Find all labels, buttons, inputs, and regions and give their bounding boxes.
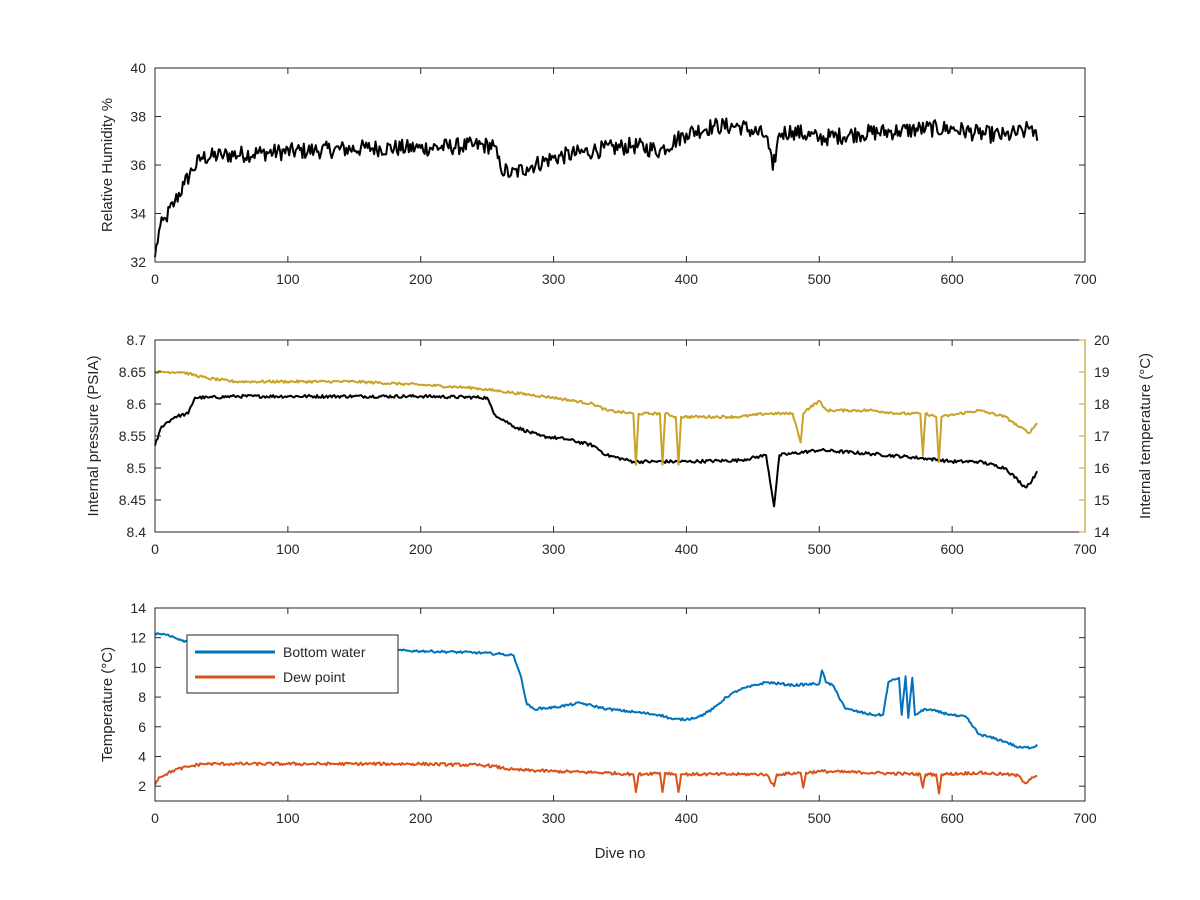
x-tick-label: 500 [808,271,832,287]
x-tick-label: 100 [276,541,300,557]
y-tick-label: 34 [130,206,146,222]
y-tick-label: 8.6 [127,396,147,412]
x-tick-label: 300 [542,810,566,826]
legend: Bottom water Dew point [186,634,399,694]
legend-label: Bottom water [283,644,366,660]
legend-label: Dew point [283,669,345,685]
y-tick-label: 8.55 [119,428,146,444]
series-line-internal-temperature [154,369,1038,466]
panel-humidity [155,68,1085,262]
y-tick-label: 40 [130,60,146,76]
y2-tick-label: 19 [1094,364,1110,380]
y-axis-label: Relative Humidity % [99,98,116,232]
y-tick-label: 8.7 [127,332,147,348]
x-tick-label: 700 [1073,541,1097,557]
y-axis-label: Temperature (°C) [99,647,116,762]
x-tick-label: 300 [542,541,566,557]
x-tick-label: 400 [675,810,699,826]
y-tick-label: 8.45 [119,492,146,508]
axes-frame [154,607,1086,802]
y-tick-label: 10 [130,659,146,675]
x-tick-label: 700 [1073,810,1097,826]
x-axis-label: Dive no [595,845,646,862]
y-tick-label: 8 [138,689,146,705]
series-line-pressure [154,393,1039,508]
x-tick-label: 700 [1073,271,1097,287]
legend-box [186,634,399,694]
y2-tick-label: 15 [1094,492,1110,508]
x-tick-label: 400 [675,541,699,557]
x-tick-label: 200 [409,810,433,826]
y-tick-label: 8.5 [127,460,147,476]
x-tick-label: 600 [940,541,964,557]
plot-area [155,68,1085,262]
y-tick-label: 14 [130,600,146,616]
x-tick-label: 0 [151,541,159,557]
y-tick-label: 6 [138,719,146,735]
x-tick-label: 100 [276,271,300,287]
y-tick-label: 2 [138,778,146,794]
y-tick-label: 38 [130,109,146,125]
y2-tick-label: 14 [1094,524,1110,540]
x-tick-label: 0 [151,271,159,287]
panel-pressure [155,340,1085,532]
y-tick-label: 4 [138,748,146,764]
y2-tick-label: 18 [1094,396,1110,412]
y-tick-label: 8.4 [127,524,147,540]
y-tick-label: 12 [130,630,146,646]
x-tick-label: 200 [409,541,433,557]
y2-tick-label: 17 [1094,428,1110,444]
series-line-humidity [154,117,1039,258]
y-tick-label: 32 [130,254,146,270]
y2-tick-label: 20 [1094,332,1110,348]
x-tick-label: 200 [409,271,433,287]
x-tick-label: 100 [276,810,300,826]
y-tick-label: 36 [130,157,146,173]
y2-tick-label: 16 [1094,460,1110,476]
plot-area [155,340,1085,532]
x-tick-label: 600 [940,271,964,287]
y-axis-label: Internal pressure (PSIA) [85,356,102,517]
x-tick-label: 500 [808,541,832,557]
x-tick-label: 400 [675,271,699,287]
x-tick-label: 600 [940,810,964,826]
x-tick-label: 0 [151,810,159,826]
y-tick-label: 8.65 [119,364,146,380]
x-tick-label: 300 [542,271,566,287]
x-tick-label: 500 [808,810,832,826]
y2-axis-label: Internal temperature (°C) [1137,353,1154,519]
series-line-dew-point [154,761,1038,795]
